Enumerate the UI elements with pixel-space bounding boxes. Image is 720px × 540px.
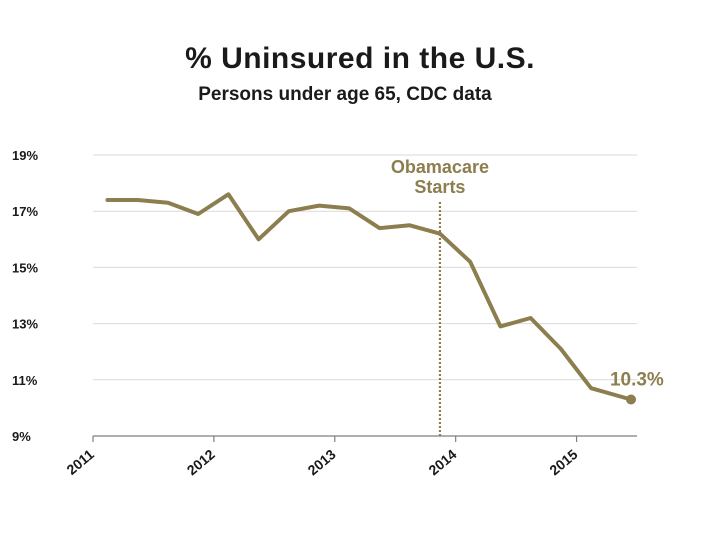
series-line-0 [105, 192, 633, 402]
chart-title: % Uninsured in the U.S. [185, 42, 535, 75]
x-tick-label-2014: 2014 [425, 446, 459, 478]
gridlines [93, 154, 637, 381]
y-tick-labels: 19% 17% 15% 13% 11% 9% [12, 148, 38, 444]
obamacare-label-line-1: Obamacare [391, 157, 489, 177]
chart-subtitle: Persons under age 65, CDC data [198, 84, 492, 105]
x-tick-label-2013: 2013 [305, 446, 339, 478]
y-tick-label-11: 11% [12, 373, 38, 388]
end-point-marker [626, 394, 636, 405]
y-tick-label-17: 17% [12, 204, 38, 219]
end-value-label: 10.3% [610, 369, 664, 390]
y-tick-label-15: 15% [12, 260, 38, 275]
series-group [105, 192, 636, 405]
x-tick-label-2015: 2015 [546, 446, 580, 478]
x-tick-labels: 2011 2012 2013 2014 2015 [63, 446, 580, 478]
obamacare-label-line-2: Starts [414, 177, 465, 197]
y-tick-label-19: 19% [12, 148, 38, 163]
y-tick-label-9: 9% [12, 429, 31, 444]
x-tick-label-2011: 2011 [63, 446, 97, 478]
x-tick-label-2012: 2012 [184, 446, 218, 478]
y-tick-label-13: 13% [12, 317, 38, 332]
axes [92, 435, 637, 442]
